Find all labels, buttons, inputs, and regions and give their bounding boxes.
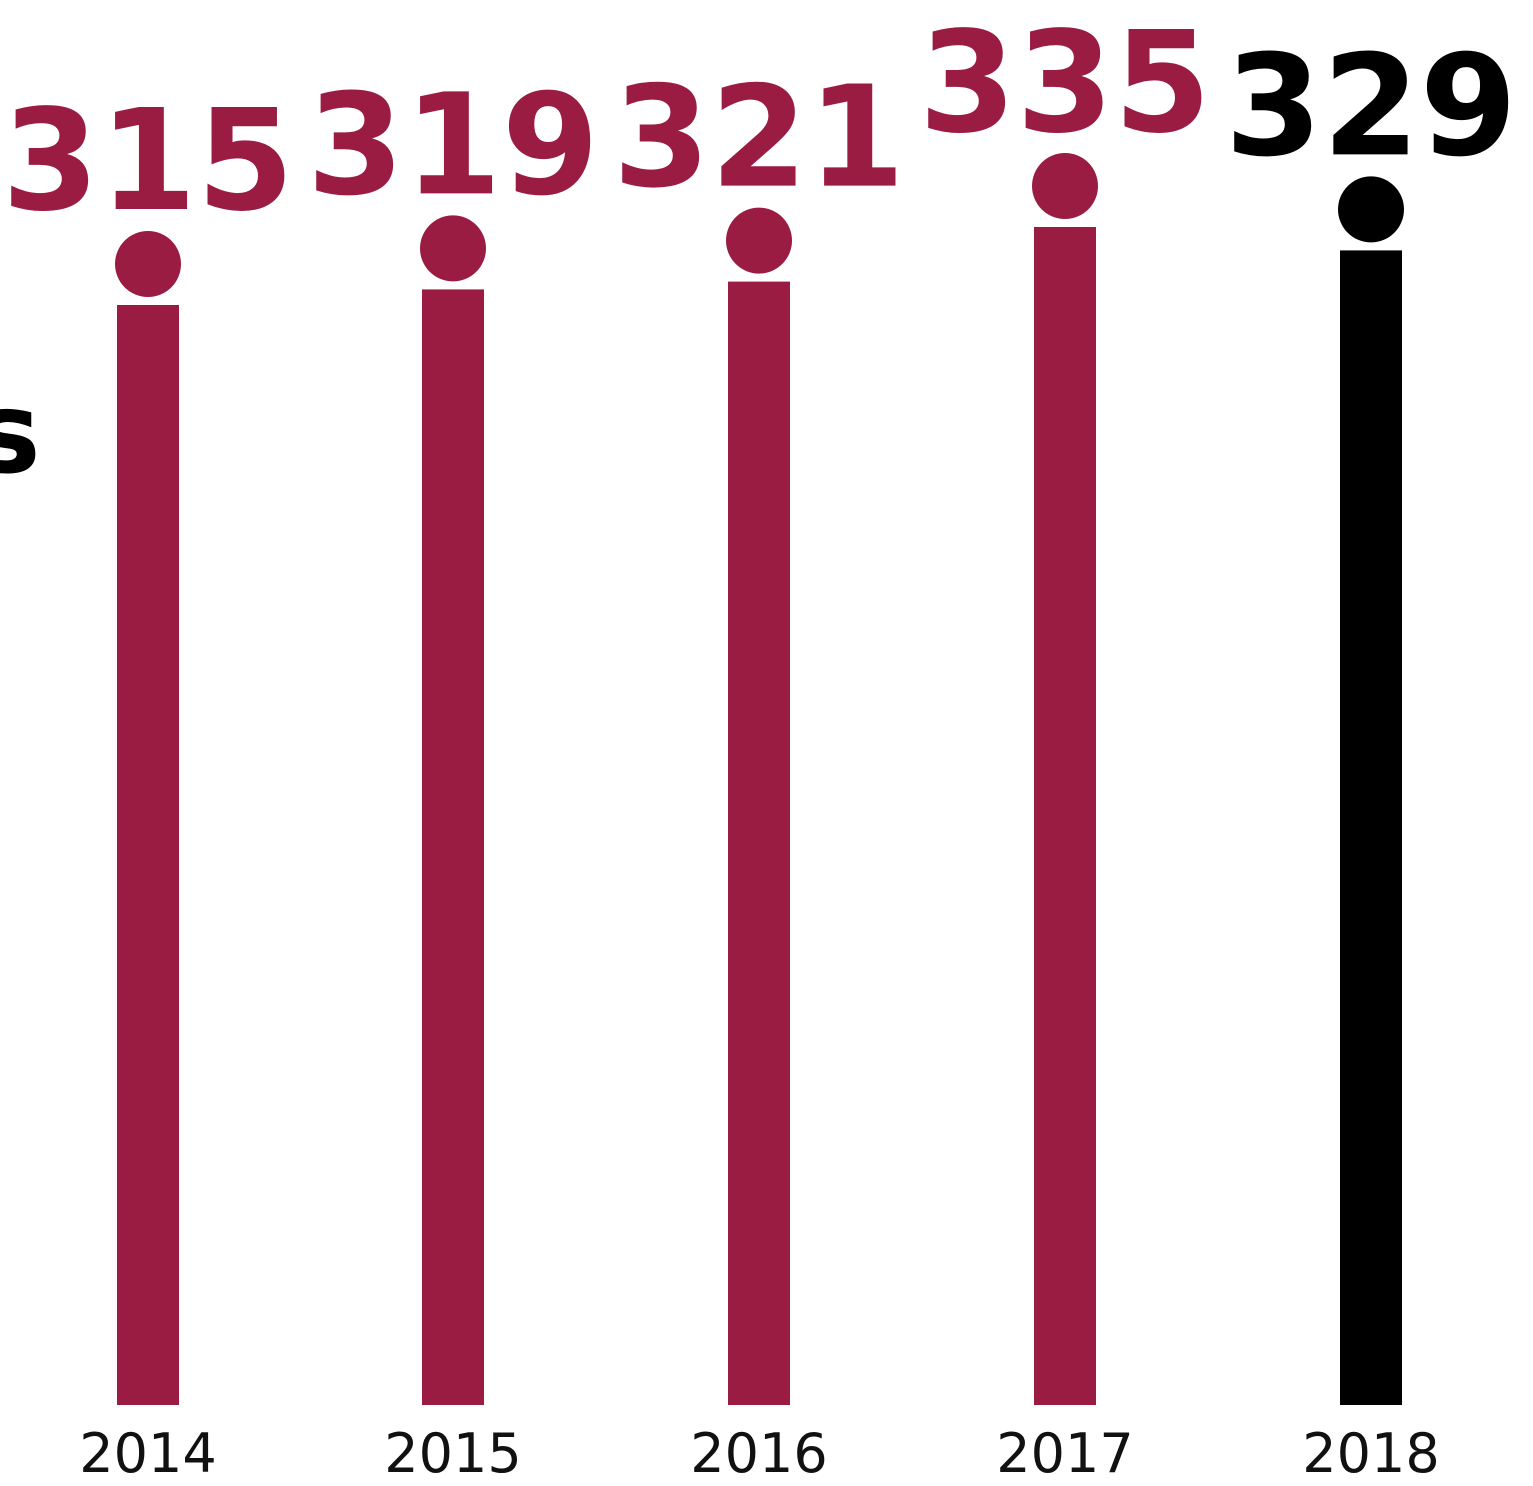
x-tick-label-2017: 2017 — [996, 1422, 1133, 1482]
value-label-2015: 319 — [307, 64, 599, 227]
dot-2016 — [726, 207, 792, 274]
dot-2017 — [1032, 153, 1098, 219]
side-text-fragment: s — [0, 369, 41, 499]
dot-2014 — [115, 231, 181, 297]
value-label-2018: 329 — [1225, 25, 1517, 188]
dot-2018 — [1338, 176, 1404, 243]
value-label-2014: 315 — [2, 80, 294, 243]
bar-2015 — [422, 289, 484, 1405]
bar-2016 — [728, 281, 790, 1406]
x-tick-label-2018: 2018 — [1302, 1422, 1439, 1482]
value-label-2016: 321 — [613, 57, 905, 220]
bar-2017 — [1034, 227, 1096, 1405]
dot-2015 — [420, 215, 486, 282]
x-tick-label-2016: 2016 — [690, 1422, 827, 1482]
bar-2018 — [1340, 250, 1402, 1405]
x-tick-label-2014: 2014 — [79, 1422, 216, 1482]
bar-2014 — [117, 305, 179, 1405]
value-label-2017: 335 — [919, 2, 1211, 165]
x-tick-label-2015: 2015 — [384, 1422, 521, 1482]
